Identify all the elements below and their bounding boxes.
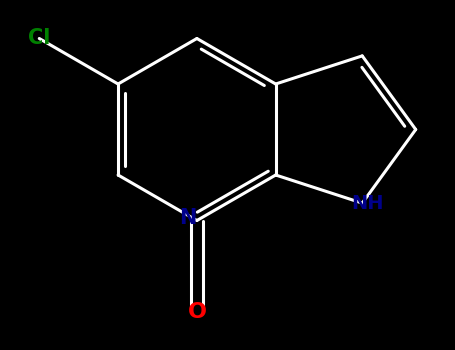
Text: Cl: Cl	[28, 28, 51, 49]
Text: N: N	[179, 208, 197, 229]
Text: NH: NH	[352, 194, 384, 212]
Text: O: O	[187, 301, 207, 322]
